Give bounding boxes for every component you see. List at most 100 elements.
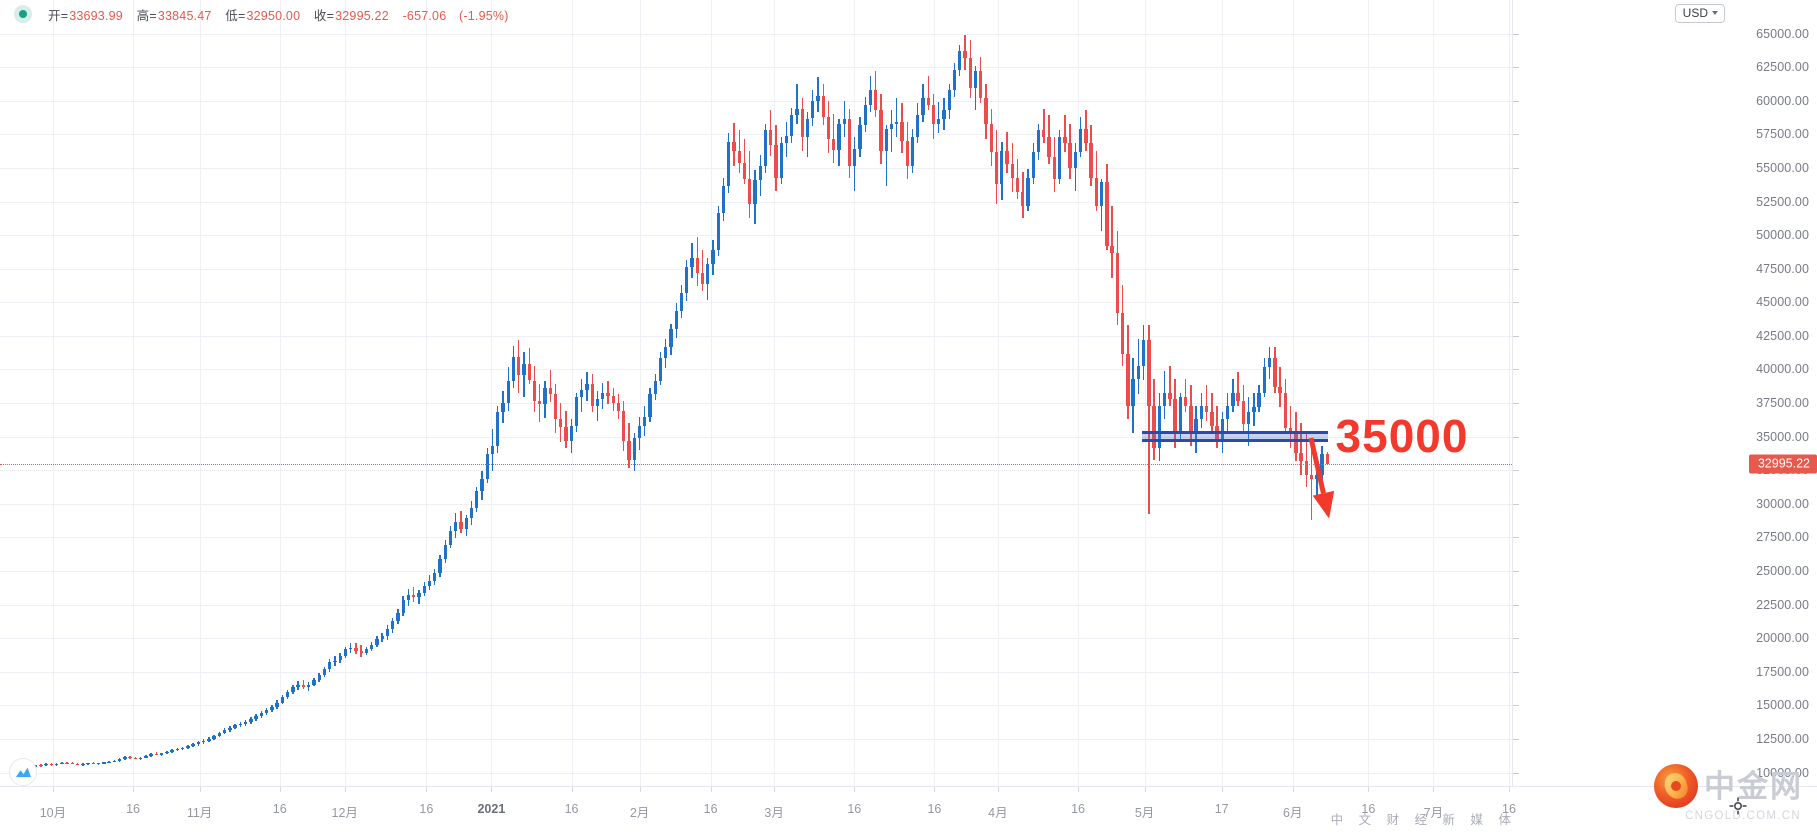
candle-body bbox=[664, 346, 668, 359]
candle-body bbox=[522, 364, 526, 375]
price-tick-mark bbox=[1513, 772, 1519, 774]
low-value: 32950.00 bbox=[246, 8, 301, 23]
candle-body bbox=[154, 753, 159, 756]
time-tick-label: 16 bbox=[1361, 802, 1376, 816]
candle-body bbox=[879, 110, 883, 151]
price-axis[interactable]: 65000.00 62500.00 60000.00 57500.00 55000.00… bbox=[1512, 0, 1817, 786]
gridline bbox=[491, 0, 493, 786]
currency-selector[interactable]: USD bbox=[1674, 4, 1725, 23]
candle-wick bbox=[1169, 365, 1171, 407]
candle-body bbox=[1236, 392, 1240, 402]
candle-body bbox=[685, 267, 689, 294]
candle-wick bbox=[890, 110, 893, 153]
candle-wick bbox=[1148, 325, 1150, 514]
resistance-band-annotation[interactable] bbox=[1141, 431, 1328, 443]
chart-plot-area[interactable]: 35000 bbox=[0, 0, 1512, 786]
candle-body bbox=[653, 380, 657, 394]
down-arrow-annotation[interactable] bbox=[1285, 412, 1355, 545]
candle-body bbox=[70, 763, 75, 765]
candle-body bbox=[501, 402, 505, 413]
time-tick-label: 12月 bbox=[331, 806, 358, 820]
price-tick-mark bbox=[1513, 705, 1519, 707]
gridline bbox=[1221, 0, 1223, 786]
time-tick-mark bbox=[639, 787, 641, 792]
cngold-logo-icon bbox=[1654, 764, 1698, 808]
candle-body bbox=[763, 130, 768, 166]
candle-body bbox=[947, 89, 951, 111]
price-tick-mark bbox=[1513, 33, 1519, 35]
candle-wick bbox=[896, 98, 898, 138]
candle-body bbox=[601, 392, 605, 399]
candle-body bbox=[847, 119, 852, 166]
candle-body bbox=[690, 258, 694, 268]
candle-body bbox=[448, 531, 453, 545]
candle-body bbox=[553, 393, 558, 420]
price-tick-mark bbox=[1513, 302, 1519, 304]
candle-body bbox=[1299, 452, 1303, 462]
gridline bbox=[279, 0, 281, 786]
candle-body bbox=[238, 723, 243, 726]
candle-body bbox=[517, 357, 521, 375]
candle-wick bbox=[71, 761, 74, 765]
candle-body bbox=[669, 329, 673, 347]
candle-body bbox=[412, 595, 416, 598]
candle-body bbox=[396, 612, 400, 621]
candle-wick bbox=[1237, 371, 1239, 407]
candle-body bbox=[753, 180, 757, 205]
watermark-slogan: 中 文 财 经 新 媒 体 bbox=[1330, 813, 1517, 827]
open-label: 开= bbox=[48, 8, 69, 23]
time-axis[interactable]: 10月 16 11月 16 12月 16 2021 16 2月 16 3月 16 16 4月 16 5月 17 6… bbox=[0, 786, 1817, 832]
candle-body bbox=[774, 145, 778, 178]
price-tick-label: 35000.00 bbox=[1756, 429, 1809, 444]
tradingview-logo-icon[interactable] bbox=[9, 758, 37, 786]
candle-body bbox=[364, 648, 369, 653]
candle-body bbox=[459, 521, 463, 529]
time-tick-label: 16 bbox=[272, 802, 287, 816]
candle-body bbox=[391, 621, 395, 630]
price-tick-label: 52500.00 bbox=[1756, 194, 1809, 209]
price-tick-label: 55000.00 bbox=[1756, 160, 1809, 175]
candle-wick bbox=[1205, 385, 1208, 421]
gridline bbox=[199, 0, 201, 786]
candle-body bbox=[280, 697, 285, 703]
candle-body bbox=[643, 416, 647, 426]
gridline bbox=[426, 0, 428, 786]
candle-wick bbox=[1289, 406, 1292, 448]
candle-body bbox=[328, 662, 332, 670]
gridline bbox=[639, 0, 641, 786]
candle-body bbox=[574, 397, 579, 426]
watermark-url: CNGOLD.COM.CN bbox=[1685, 810, 1801, 822]
candle-body bbox=[128, 757, 132, 759]
candle-body bbox=[679, 293, 684, 311]
gridline bbox=[0, 705, 1512, 707]
candle-body bbox=[433, 573, 437, 581]
candle-body bbox=[191, 744, 195, 747]
candle-body bbox=[868, 89, 873, 106]
gridline bbox=[0, 604, 1512, 606]
watermark-name: 中金网 bbox=[1704, 768, 1803, 804]
candle-body bbox=[884, 128, 888, 151]
candle-body bbox=[742, 162, 747, 179]
candle-body bbox=[895, 121, 899, 124]
gridline bbox=[0, 302, 1512, 304]
candle-body bbox=[989, 123, 993, 153]
gridline bbox=[997, 0, 999, 786]
candle-body bbox=[285, 692, 290, 698]
price-tick-label: 65000.00 bbox=[1756, 26, 1809, 41]
gridline bbox=[934, 0, 936, 786]
candle-body bbox=[595, 398, 600, 407]
candle-body bbox=[270, 707, 274, 711]
time-tick-mark bbox=[1144, 787, 1146, 792]
candle-body bbox=[296, 684, 300, 688]
time-tick-mark bbox=[1368, 787, 1370, 792]
candle-body bbox=[821, 95, 825, 117]
candle-body bbox=[1031, 152, 1035, 178]
time-tick-label: 16 bbox=[419, 802, 434, 816]
currency-value: USD bbox=[1682, 6, 1708, 20]
time-tick-mark bbox=[710, 787, 712, 792]
price-tick-label: 22500.00 bbox=[1756, 597, 1809, 612]
time-tick-mark bbox=[426, 787, 428, 792]
price-tick-mark bbox=[1513, 470, 1519, 472]
candle-body bbox=[1089, 143, 1093, 178]
candle-body bbox=[1021, 192, 1025, 206]
